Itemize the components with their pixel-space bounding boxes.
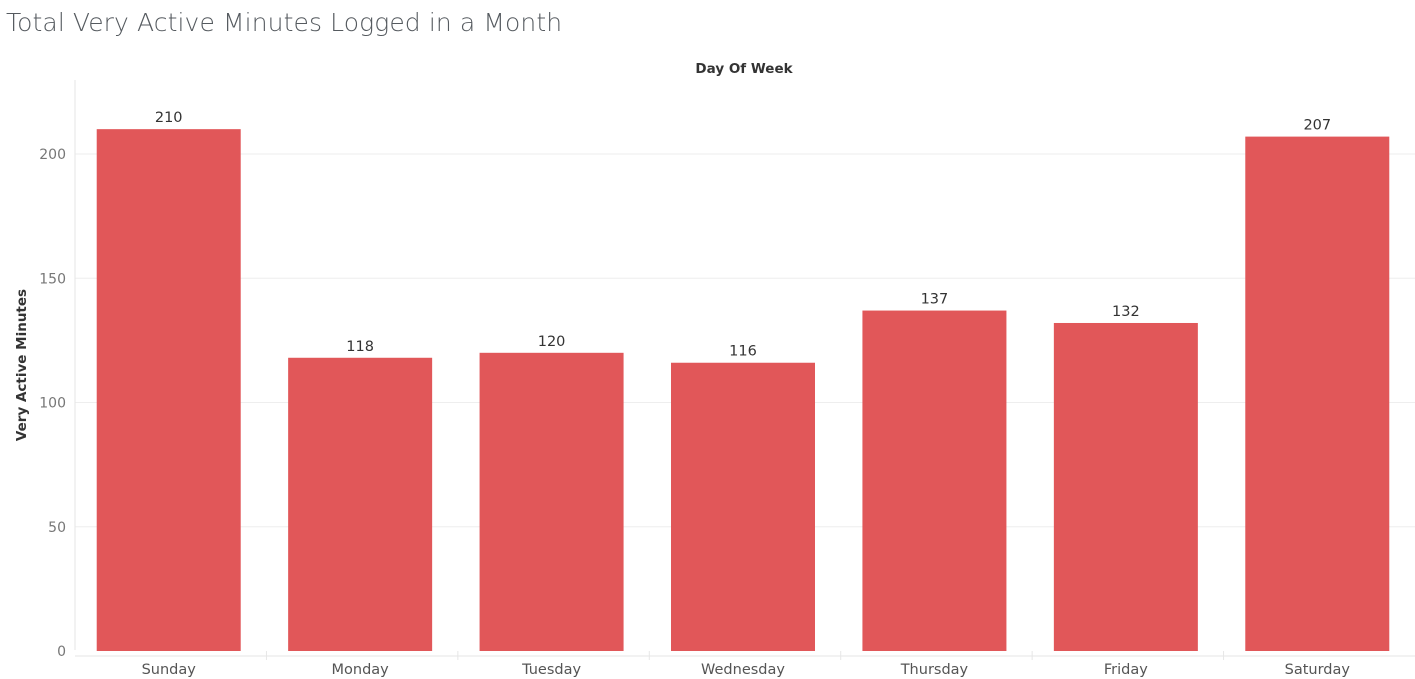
data-label-saturday: 207: [1303, 118, 1331, 134]
data-label-monday: 118: [346, 339, 374, 355]
data-label-wednesday: 116: [729, 344, 757, 360]
x-axis-ticks: Sunday Monday Tuesday Wednesday Thursday Frid…: [142, 651, 1351, 678]
bar-thursday[interactable]: [862, 310, 1007, 651]
bar-wednesday[interactable]: [671, 362, 815, 651]
data-label-friday: 132: [1112, 304, 1140, 320]
chart-title: Total Very Active Minutes Logged in a Mo…: [6, 8, 563, 37]
y-tick-label: 0: [57, 644, 66, 660]
data-label-sunday: 210: [155, 110, 183, 126]
data-label-thursday: 137: [921, 292, 949, 308]
bar-sunday[interactable]: [96, 129, 241, 651]
y-tick-label: 50: [48, 520, 66, 536]
x-tick-label-wednesday: Wednesday: [701, 662, 785, 678]
x-tick-label-saturday: Saturday: [1285, 662, 1351, 678]
x-tick-label-thursday: Thursday: [900, 662, 969, 678]
bars: [96, 129, 1390, 652]
data-label-tuesday: 120: [538, 334, 566, 350]
bar-saturday[interactable]: [1245, 136, 1390, 652]
x-tick-label-friday: Friday: [1104, 662, 1148, 678]
x-tick-label-tuesday: Tuesday: [521, 662, 581, 678]
y-axis-title: Very Active Minutes: [14, 289, 30, 441]
y-tick-label: 150: [39, 271, 66, 287]
bar-monday[interactable]: [288, 357, 433, 651]
bar-tuesday[interactable]: [479, 352, 624, 651]
y-tick-label: 200: [39, 147, 66, 163]
x-axis-title: Day Of Week: [695, 61, 793, 77]
bar-friday[interactable]: [1053, 322, 1198, 651]
y-tick-label: 100: [39, 396, 66, 412]
x-tick-label-sunday: Sunday: [142, 662, 197, 678]
data-labels: 210 118 120 116 137 132 207: [155, 110, 1331, 360]
x-tick-label-monday: Monday: [332, 662, 390, 678]
y-axis-ticks: 0 50 100 150 200: [39, 147, 66, 660]
